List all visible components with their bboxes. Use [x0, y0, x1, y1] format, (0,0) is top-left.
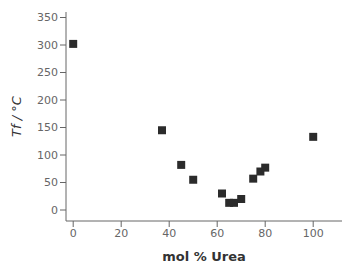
svg-text:100: 100: [37, 149, 58, 162]
svg-text:0: 0: [70, 227, 77, 240]
svg-text:60: 60: [210, 227, 224, 240]
svg-text:150: 150: [37, 121, 58, 134]
svg-text:20: 20: [114, 227, 128, 240]
svg-text:80: 80: [258, 227, 272, 240]
svg-text:350: 350: [37, 11, 58, 24]
svg-text:Tf / °C: Tf / °C: [9, 95, 24, 137]
svg-text:mol % Urea: mol % Urea: [162, 249, 246, 264]
svg-text:100: 100: [303, 227, 324, 240]
svg-text:250: 250: [37, 66, 58, 79]
svg-text:0: 0: [51, 204, 58, 217]
svg-text:200: 200: [37, 94, 58, 107]
svg-text:40: 40: [162, 227, 176, 240]
svg-text:50: 50: [44, 176, 58, 189]
svg-text:300: 300: [37, 39, 58, 52]
